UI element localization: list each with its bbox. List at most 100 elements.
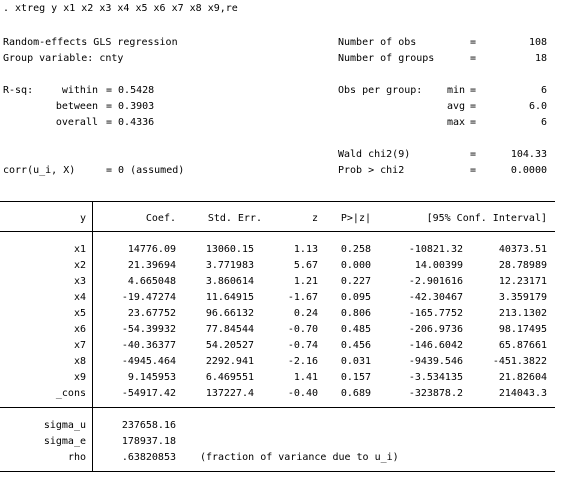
- ngroups-value: 18: [534, 53, 547, 64]
- sigma-var: sigma_e: [43, 436, 86, 447]
- row-coef: 9.145953: [127, 372, 176, 383]
- row-se: 96.66132: [205, 308, 254, 319]
- obs-avg-value: 6.0: [528, 101, 547, 112]
- row-p: 0.806: [340, 308, 371, 319]
- row-ci-low: -10821.32: [408, 244, 463, 255]
- row-ci-low: -3.534135: [408, 372, 463, 383]
- row-p: 0.000: [340, 260, 371, 271]
- nobs-eq: =: [470, 37, 477, 48]
- row-p: 0.689: [340, 388, 371, 399]
- sigma-value: .63820853: [121, 452, 176, 463]
- row-ci-low: 14.00399: [414, 260, 463, 271]
- corr-value: = 0 (assumed): [106, 165, 185, 176]
- row-se: 3.860614: [205, 276, 254, 287]
- row-p: 0.095: [340, 292, 371, 303]
- row-coef: -54917.42: [121, 388, 176, 399]
- header-rule: [0, 231, 555, 232]
- sigma-value: 178937.18: [121, 436, 176, 447]
- obs-min-value: 6: [540, 85, 547, 96]
- obs-label: Obs per group:: [338, 85, 423, 96]
- row-coef: -19.47274: [121, 292, 176, 303]
- row-coef: 4.665048: [127, 276, 176, 287]
- wald-value: 104.33: [510, 149, 547, 160]
- row-ci-high: 12.23171: [498, 276, 547, 287]
- ngroups-label: Number of groups: [338, 53, 435, 64]
- row-var: x8: [73, 356, 86, 367]
- row-ci-low: -42.30467: [408, 292, 463, 303]
- sigma-var: sigma_u: [43, 420, 86, 431]
- row-var: x9: [73, 372, 86, 383]
- rsq-within-label: within: [61, 85, 98, 96]
- row-p: 0.456: [340, 340, 371, 351]
- row-var: x7: [73, 340, 86, 351]
- row-ci-low: -165.7752: [408, 308, 463, 319]
- row-z: -0.74: [287, 340, 318, 351]
- row-ci-low: -2.901616: [408, 276, 463, 287]
- prob-eq: =: [470, 165, 477, 176]
- row-se: 3.771983: [205, 260, 254, 271]
- row-z: -0.40: [287, 388, 318, 399]
- row-var: x5: [73, 308, 86, 319]
- rsq-between-label: between: [55, 101, 98, 112]
- col-ci: [95% Conf. Interval]: [426, 213, 547, 224]
- obs-min-eq: =: [470, 85, 477, 96]
- row-var: x3: [73, 276, 86, 287]
- row-coef: 23.67752: [127, 308, 176, 319]
- row-p: 0.485: [340, 324, 371, 335]
- row-z: -2.16: [287, 356, 318, 367]
- row-se: 6.469551: [205, 372, 254, 383]
- row-var: _cons: [55, 388, 86, 399]
- row-coef: 14776.09: [127, 244, 176, 255]
- col-p: P>|z|: [340, 213, 371, 224]
- row-se: 11.64915: [205, 292, 254, 303]
- col-y: y: [79, 213, 86, 224]
- model-title: Random-effects GLS regression: [3, 37, 178, 48]
- col-coef: Coef.: [145, 213, 176, 224]
- obs-avg-eq: =: [470, 101, 477, 112]
- sigma-note: (fraction of variance due to u_i): [200, 452, 399, 463]
- group-variable: Group variable: cnty: [3, 53, 124, 64]
- col-se: Std. Err.: [207, 213, 262, 224]
- corr-label: corr(u_i, X): [3, 165, 76, 176]
- row-ci-high: -451.3822: [492, 356, 547, 367]
- row-se: 137227.4: [205, 388, 254, 399]
- row-ci-high: 98.17495: [498, 324, 547, 335]
- row-coef: -54.39932: [121, 324, 176, 335]
- row-ci-low: -323878.2: [408, 388, 463, 399]
- table-top-rule: [0, 201, 555, 202]
- table-bottom-rule: [0, 471, 555, 472]
- wald-label: Wald chi2(9): [338, 149, 411, 160]
- rsq-within-value: = 0.5428: [106, 85, 155, 96]
- row-ci-high: 21.82604: [498, 372, 547, 383]
- obs-avg-label: avg: [447, 101, 466, 112]
- wald-eq: =: [470, 149, 477, 160]
- row-p: 0.227: [340, 276, 371, 287]
- obs-max-label: max: [447, 117, 466, 128]
- prob-value: 0.0000: [510, 165, 547, 176]
- row-ci-low: -146.6042: [408, 340, 463, 351]
- obs-max-eq: =: [470, 117, 477, 128]
- row-ci-high: 40373.51: [498, 244, 547, 255]
- row-se: 77.84544: [205, 324, 254, 335]
- row-p: 0.157: [340, 372, 371, 383]
- row-p: 0.258: [340, 244, 371, 255]
- col-z: z: [311, 213, 318, 224]
- sigma-var: rho: [67, 452, 86, 463]
- obs-max-value: 6: [540, 117, 547, 128]
- row-se: 2292.941: [205, 356, 254, 367]
- ngroups-eq: =: [470, 53, 477, 64]
- prob-label: Prob > chi2: [338, 165, 405, 176]
- row-ci-high: 28.78989: [498, 260, 547, 271]
- row-var: x1: [73, 244, 86, 255]
- nobs-value: 108: [528, 37, 547, 48]
- row-ci-high: 65.87661: [498, 340, 547, 351]
- row-se: 13060.15: [205, 244, 254, 255]
- table-vertical-rule: [92, 201, 93, 472]
- nobs-label: Number of obs: [338, 37, 417, 48]
- row-ci-high: 214043.3: [498, 388, 547, 399]
- row-se: 54.20527: [205, 340, 254, 351]
- coef-bottom-rule: [0, 407, 555, 408]
- row-coef: 21.39694: [127, 260, 176, 271]
- row-z: 0.24: [293, 308, 318, 319]
- row-coef: -40.36377: [121, 340, 176, 351]
